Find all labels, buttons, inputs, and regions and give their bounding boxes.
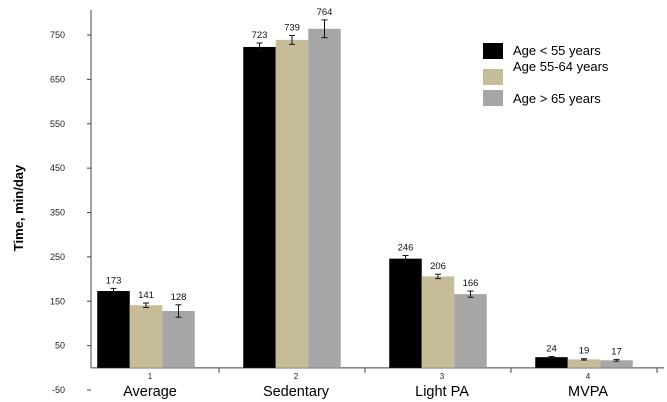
bars: 173 141 128 723 739 764 246 206 166 24 19 17 [97,7,633,368]
y-tick-label: 450 [50,163,65,173]
data-label: 206 [430,261,446,272]
y-tick-label: 650 [50,74,65,84]
bar [308,28,341,368]
bar [454,294,487,368]
bar [600,360,633,368]
y-tick-label: -50 [52,385,65,395]
x-tick-label: MVPA [568,384,608,400]
data-label: 723 [252,30,268,41]
bar [129,305,163,368]
legend-swatch [483,90,503,106]
x-tick-number: 4 [586,372,591,381]
data-label: 17 [611,346,622,357]
y-tick-label: 350 [50,208,65,218]
data-label: 764 [317,7,333,18]
bar [421,276,455,368]
data-label: 128 [171,292,187,303]
y-axis-ticks: -50 50 150 250 350 450 550 650 750 [50,30,91,395]
legend-label: Age > 65 years [513,91,601,106]
data-label: 166 [463,278,479,289]
x-tick-number: 1 [148,372,153,381]
bar [567,359,601,368]
bar [275,39,309,368]
y-tick-label: 750 [50,30,65,40]
bar [389,258,422,368]
bar [243,46,276,368]
x-tick-number: 3 [440,372,445,381]
x-tick-label: Sedentary [263,384,330,400]
bar [535,357,568,368]
x-tick-label: Average [123,384,177,400]
data-label: 19 [579,346,590,357]
data-label: 246 [398,243,414,254]
y-tick-label: 550 [50,119,65,129]
x-axis-ticks: 1 Average 2 Sedentary 3 Light PA 4 MVPA [123,367,658,400]
legend-label: Age < 55 years [513,43,601,58]
legend-swatch [483,43,503,59]
y-tick-label: 150 [50,296,65,306]
legend-swatch [483,69,503,85]
data-label: 739 [284,22,300,33]
bar [162,311,195,368]
data-label: 24 [546,343,557,354]
data-label: 141 [138,290,154,301]
y-tick-label: 50 [55,341,65,351]
bar [97,291,130,368]
y-axis-label: Time, min/day [11,164,26,251]
x-tick-label: Light PA [415,384,469,400]
legend-label: Age 55-64 years [513,59,609,74]
x-tick-number: 2 [294,372,299,381]
data-label: 173 [106,275,122,286]
y-tick-label: 250 [50,252,65,262]
